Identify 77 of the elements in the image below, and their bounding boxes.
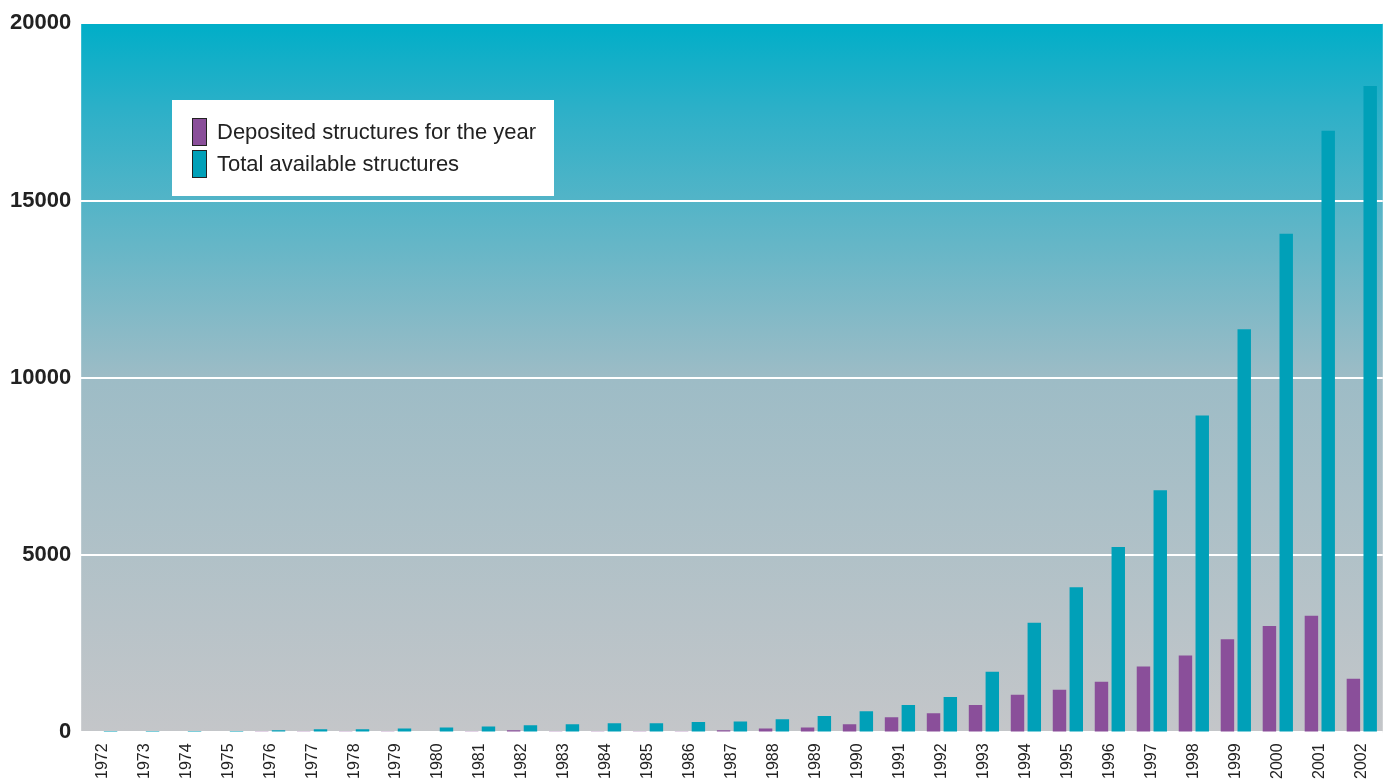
x-tick-label: 1975 [218, 743, 236, 779]
bar [817, 716, 832, 732]
bar [1178, 655, 1193, 732]
x-tick-label: 1996 [1100, 743, 1118, 779]
bar [565, 724, 580, 732]
bar [901, 705, 916, 732]
bar [1069, 587, 1083, 732]
x-tick-label: 1979 [386, 743, 404, 779]
x-tick-label: 1987 [722, 743, 740, 779]
bar [607, 723, 622, 732]
bar [859, 711, 874, 732]
bar [439, 727, 454, 732]
x-tick-label: 1974 [176, 743, 194, 779]
bar [691, 722, 706, 732]
bar [1153, 490, 1167, 732]
bar [1262, 626, 1277, 732]
y-tick-label: 20000 [9, 9, 72, 35]
bar [1111, 546, 1125, 732]
bar [1027, 622, 1042, 732]
bar [1346, 678, 1361, 732]
bar [1094, 681, 1109, 732]
bar [926, 713, 941, 732]
bar [884, 717, 899, 732]
x-tick-label: 1986 [680, 743, 698, 779]
x-tick-label: 1982 [512, 743, 530, 779]
bar [1304, 615, 1319, 732]
x-tick-label: 1984 [596, 743, 614, 779]
x-tick-label: 1990 [848, 743, 866, 779]
bar [649, 723, 664, 732]
x-tick-label: 1985 [638, 743, 656, 779]
bar [775, 719, 790, 732]
x-tick-label: 1988 [764, 743, 782, 779]
x-tick-label: 1983 [554, 743, 572, 779]
bar [355, 729, 370, 732]
bar [481, 726, 496, 732]
x-tick-label: 1978 [344, 743, 362, 779]
bar [800, 727, 815, 732]
x-tick-label: 1972 [92, 743, 110, 779]
x-tick-label: 2001 [1310, 743, 1328, 779]
x-tick-label: 1977 [302, 743, 320, 779]
x-tick-label: 1976 [260, 743, 278, 779]
bar [733, 721, 748, 732]
x-tick-label: 1994 [1016, 743, 1034, 779]
x-tick-label: 1995 [1058, 743, 1076, 779]
bar [968, 705, 983, 732]
x-tick-label: 1989 [806, 743, 824, 779]
bar [1136, 666, 1151, 732]
bar [313, 729, 328, 732]
bar [842, 724, 857, 732]
bar [943, 696, 958, 732]
x-tick-label: 2000 [1268, 743, 1286, 779]
bar [523, 725, 538, 732]
bar [1195, 415, 1209, 732]
legend-label: Deposited structures for the year [217, 119, 537, 145]
x-tick-label: 1991 [890, 743, 908, 779]
x-tick-label: 1992 [932, 743, 950, 779]
x-tick-label: 1999 [1226, 743, 1244, 779]
bar [1220, 639, 1235, 732]
x-tick-label: 1973 [134, 743, 152, 779]
y-tick-label: 15000 [9, 186, 72, 212]
x-tick-label: 2002 [1352, 743, 1370, 779]
bar [1279, 233, 1293, 732]
x-tick-label: 1981 [470, 743, 488, 779]
x-tick-label: 1997 [1142, 743, 1160, 779]
bar [1237, 329, 1251, 732]
bar [1363, 85, 1377, 732]
legend-label: Total available structures [217, 151, 460, 177]
bar [985, 671, 1000, 732]
bar [1052, 689, 1067, 732]
x-tick-label: 1998 [1184, 743, 1202, 779]
y-tick-label: 5000 [22, 541, 72, 567]
bar [1321, 130, 1335, 732]
y-tick-label: 0 [58, 718, 72, 744]
bar [1010, 694, 1025, 732]
x-tick-label: 1980 [428, 743, 446, 779]
y-tick-label: 10000 [9, 363, 72, 389]
x-tick-label: 1993 [974, 743, 992, 779]
